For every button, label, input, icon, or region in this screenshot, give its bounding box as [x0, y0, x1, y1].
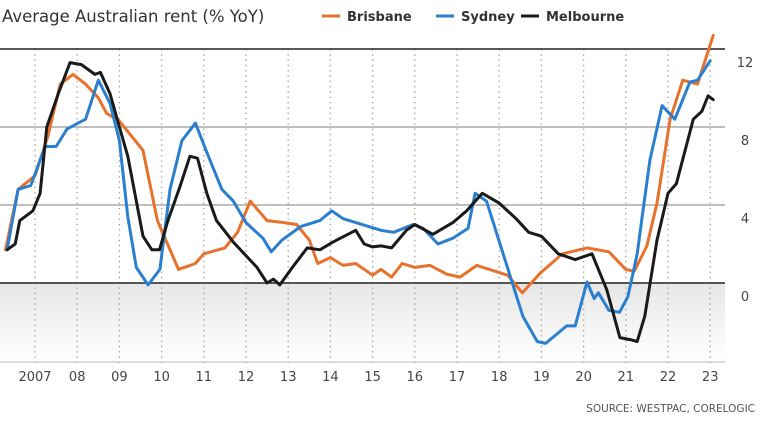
legend: Brisbane Sydney Melbourne — [322, 10, 624, 25]
x-tick-label: 09 — [111, 370, 128, 385]
x-tick-label: 17 — [449, 370, 466, 385]
series-line-brisbane — [4, 33, 715, 295]
legend-label-brisbane: Brisbane — [347, 10, 412, 25]
y-tick-label: 4 — [741, 212, 749, 227]
x-tick-label: 2007 — [18, 370, 51, 385]
x-tick-label: 16 — [407, 370, 424, 385]
y-tick-label: 8 — [741, 134, 749, 149]
y-tick-label: 0 — [741, 290, 749, 305]
y-axis-labels: 12 8 4 0 — [737, 56, 754, 305]
legend-label-melbourne: Melbourne — [546, 10, 624, 25]
x-tick-label: 15 — [364, 370, 381, 385]
series-lines — [4, 33, 715, 345]
x-tick-label: 13 — [280, 370, 297, 385]
x-tick-label: 12 — [238, 370, 255, 385]
x-tick-label: 14 — [322, 370, 339, 385]
x-tick-label: 18 — [491, 370, 508, 385]
series-line-sydney — [5, 59, 712, 345]
series-line-melbourne — [5, 61, 715, 343]
chart-title: Average Australian rent (% YoY) — [2, 7, 264, 26]
x-tick-label: 10 — [153, 370, 170, 385]
legend-label-sydney: Sydney — [461, 10, 515, 25]
x-tick-label: 21 — [618, 370, 635, 385]
y-tick-label: 12 — [737, 56, 754, 71]
x-axis-labels: 2007 08 09 10 11 12 13 14 15 16 17 18 19 20 21 22 23 — [18, 370, 718, 385]
x-tick-label: 22 — [660, 370, 677, 385]
x-tick-label: 23 — [702, 370, 719, 385]
x-tick-label: 11 — [196, 370, 213, 385]
negative-region-shading — [0, 283, 725, 361]
x-tick-label: 08 — [69, 370, 86, 385]
x-tick-label: 20 — [575, 370, 592, 385]
x-tick-label: 19 — [533, 370, 550, 385]
source-note: SOURCE: WESTPAC, CORELOGIC — [586, 403, 755, 415]
